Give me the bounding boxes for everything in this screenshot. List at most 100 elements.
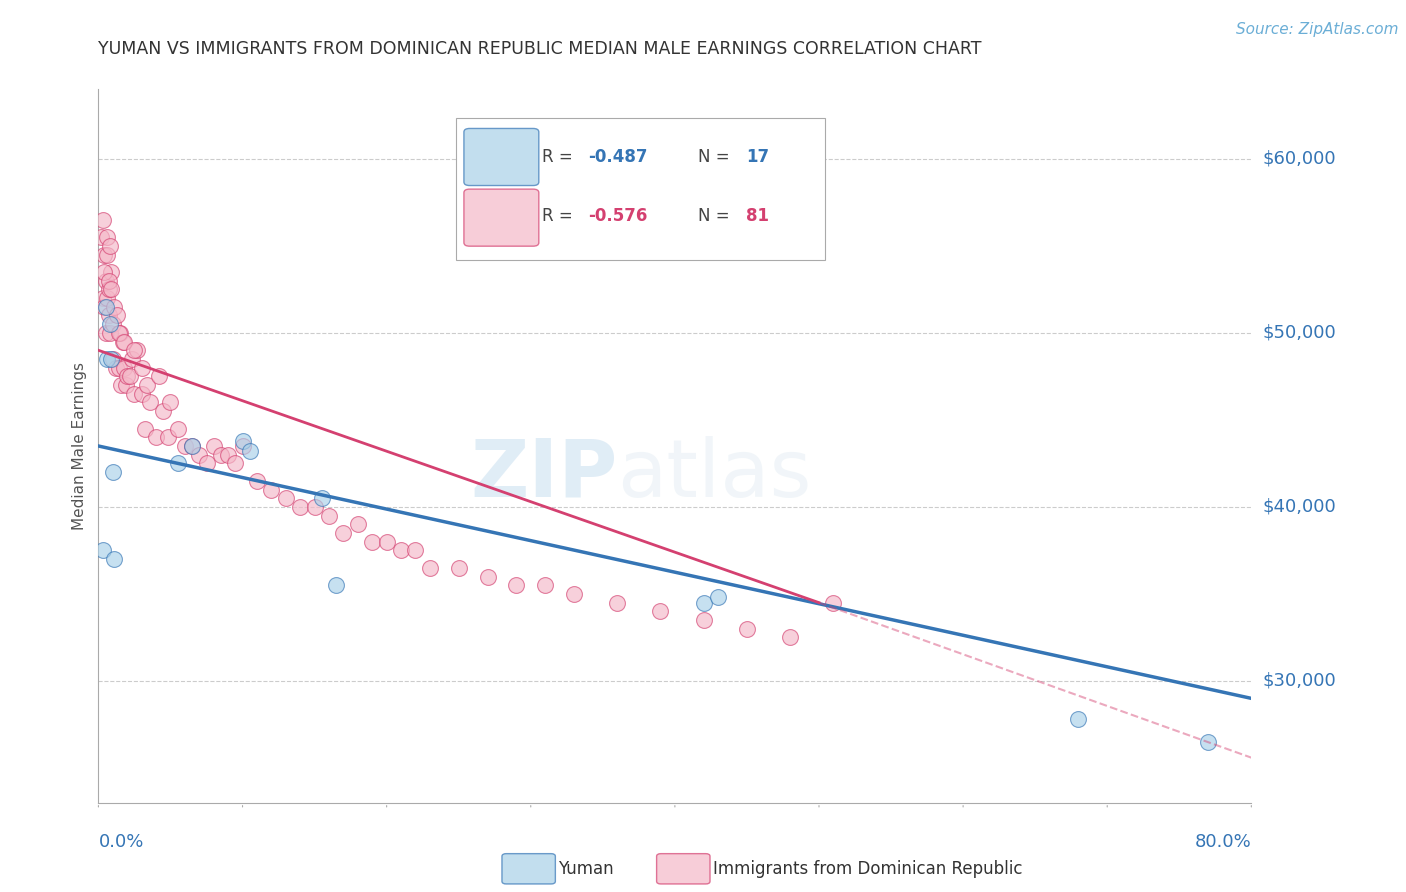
Point (103, 300, 125, 314)
Point (94, 274, 117, 288)
Text: $50,000: $50,000 (1263, 324, 1336, 342)
Point (224, 457, 246, 471)
Point (181, 439, 204, 453)
Point (94, 300, 117, 314)
Point (112, 360, 135, 375)
Point (93, 247, 115, 261)
Point (127, 343, 149, 358)
Point (231, 434, 254, 448)
Point (361, 534, 384, 549)
Point (107, 326, 129, 340)
Point (346, 517, 368, 532)
Point (156, 430, 179, 444)
Point (195, 457, 218, 471)
Point (110, 378, 132, 392)
Point (108, 326, 131, 340)
FancyBboxPatch shape (464, 128, 538, 186)
Point (90, 230, 112, 244)
Point (202, 439, 225, 453)
Point (124, 386, 146, 401)
Point (101, 465, 124, 479)
Point (311, 491, 333, 506)
Point (124, 343, 146, 358)
Text: Immigrants from Dominican Republic: Immigrants from Dominican Republic (713, 860, 1022, 878)
Point (121, 351, 143, 366)
Point (96, 230, 118, 244)
Point (188, 448, 211, 462)
Point (606, 596, 628, 610)
Text: ZIP: ZIP (470, 435, 617, 514)
Point (505, 578, 527, 592)
Text: -0.487: -0.487 (588, 148, 648, 166)
Text: R =: R = (543, 207, 578, 225)
Text: 0.0%: 0.0% (98, 833, 143, 851)
Point (447, 561, 470, 575)
Text: 81: 81 (747, 207, 769, 225)
Text: atlas: atlas (617, 435, 811, 514)
Text: 17: 17 (747, 148, 769, 166)
Point (98, 239, 121, 253)
Point (274, 491, 297, 506)
Point (96, 351, 118, 366)
Text: 80.0%: 80.0% (1195, 833, 1251, 851)
Point (100, 265, 122, 279)
Point (325, 578, 347, 592)
FancyBboxPatch shape (456, 118, 825, 260)
Point (260, 483, 283, 497)
Text: $30,000: $30,000 (1263, 672, 1336, 690)
Text: Yuman: Yuman (558, 860, 614, 878)
Point (332, 526, 354, 541)
Point (217, 448, 239, 462)
Point (114, 378, 136, 392)
Point (707, 591, 730, 605)
Point (375, 534, 398, 549)
Point (100, 282, 122, 296)
Point (1067, 712, 1090, 726)
Point (166, 421, 188, 435)
FancyBboxPatch shape (464, 189, 538, 246)
Point (100, 351, 122, 366)
Point (112, 334, 135, 349)
Point (735, 622, 758, 636)
Point (101, 351, 124, 366)
Point (419, 561, 441, 575)
Point (152, 404, 174, 418)
Point (120, 369, 142, 384)
Point (131, 360, 153, 375)
Point (117, 369, 138, 384)
Point (823, 596, 845, 610)
Point (93, 300, 115, 314)
Point (389, 543, 412, 558)
Point (174, 439, 197, 453)
Point (534, 578, 557, 592)
Point (181, 439, 204, 453)
Point (693, 596, 716, 610)
Point (111, 334, 134, 349)
Point (693, 613, 716, 627)
Text: N =: N = (697, 148, 735, 166)
Text: $40,000: $40,000 (1263, 498, 1336, 516)
Point (166, 457, 188, 471)
Point (136, 378, 159, 392)
Point (103, 552, 125, 566)
Text: N =: N = (697, 207, 735, 225)
Point (562, 587, 585, 601)
Point (131, 386, 153, 401)
Text: YUMAN VS IMMIGRANTS FROM DOMINICAN REPUBLIC MEDIAN MALE EARNINGS CORRELATION CHA: YUMAN VS IMMIGRANTS FROM DOMINICAN REPUB… (98, 40, 981, 58)
Point (96, 247, 118, 261)
Point (91, 291, 114, 305)
Text: Source: ZipAtlas.com: Source: ZipAtlas.com (1236, 22, 1399, 37)
Point (98, 317, 121, 331)
Point (139, 395, 162, 409)
Point (405, 543, 427, 558)
Point (304, 500, 326, 514)
Text: R =: R = (543, 148, 578, 166)
Point (650, 604, 672, 618)
Point (159, 395, 181, 409)
Y-axis label: Median Male Earnings: Median Male Earnings (72, 362, 87, 530)
Point (97, 282, 120, 296)
Point (134, 421, 156, 435)
Text: -0.576: -0.576 (588, 207, 648, 225)
Point (104, 360, 127, 375)
Point (98, 326, 121, 340)
